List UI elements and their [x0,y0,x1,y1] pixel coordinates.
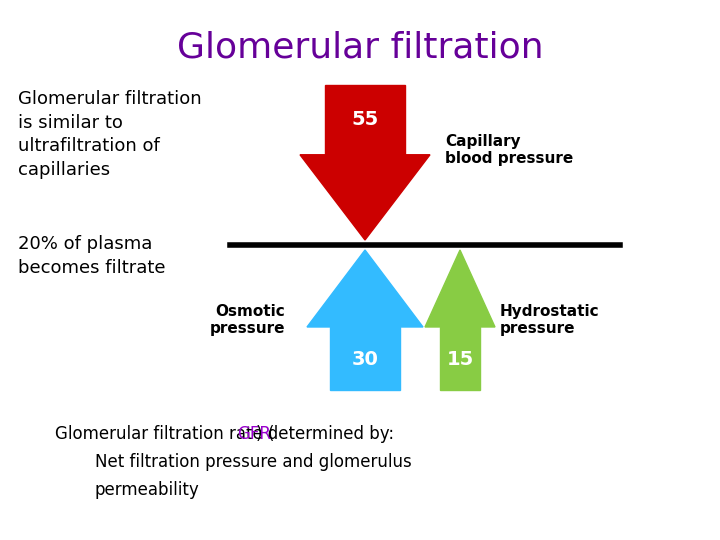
Text: 55: 55 [351,110,379,129]
Polygon shape [440,327,480,390]
Text: GFR: GFR [237,425,271,443]
Polygon shape [425,250,495,327]
Text: Net filtration pressure and glomerulus: Net filtration pressure and glomerulus [95,453,412,471]
Polygon shape [325,85,405,155]
Text: Osmotic
pressure: Osmotic pressure [210,304,285,336]
Text: Capillary
blood pressure: Capillary blood pressure [445,134,573,166]
Text: 30: 30 [351,350,379,369]
Text: Glomerular filtration: Glomerular filtration [176,30,544,64]
Polygon shape [307,250,423,327]
Text: 20% of plasma
becomes filtrate: 20% of plasma becomes filtrate [18,235,166,276]
Text: 15: 15 [446,350,474,369]
Text: Hydrostatic
pressure: Hydrostatic pressure [500,304,600,336]
Polygon shape [330,327,400,390]
Polygon shape [300,155,430,240]
Text: Glomerular filtration rate (: Glomerular filtration rate ( [55,425,274,443]
Text: permeability: permeability [95,481,199,499]
Text: ) determined by:: ) determined by: [256,425,395,443]
Text: Glomerular filtration
is similar to
ultrafiltration of
capillaries: Glomerular filtration is similar to ultr… [18,90,202,179]
